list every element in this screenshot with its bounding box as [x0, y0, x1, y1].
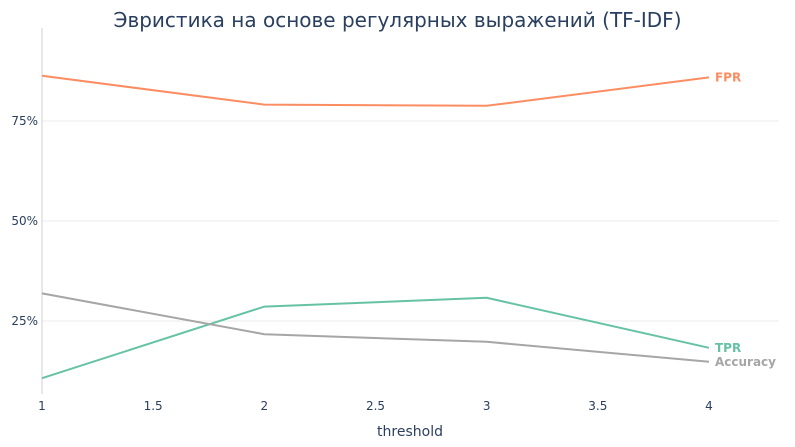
- y-tick-label: 25%: [11, 314, 38, 328]
- series-label-fpr: FPR: [715, 70, 741, 84]
- y-axis-ticks: 25% 50% 75%: [11, 114, 38, 328]
- gridlines: [42, 120, 779, 322]
- chart-title: Эвристика на основе регулярных выражений…: [113, 8, 682, 32]
- x-tick-label: 3: [483, 399, 491, 413]
- series-line-accuracy: [41, 292, 710, 363]
- x-tick-label: 2: [261, 399, 269, 413]
- x-tick-label: 3.5: [588, 399, 607, 413]
- series-lines: [41, 74, 710, 380]
- series-label-accuracy: Accuracy: [715, 355, 776, 369]
- y-tick-label: 75%: [11, 114, 38, 128]
- x-axis-title: threshold: [377, 424, 443, 440]
- x-tick-label: 1: [38, 399, 46, 413]
- x-axis-ticks: 1 1.5 2 2.5 3 3.5 4: [38, 399, 713, 413]
- series-line-tpr: [41, 296, 710, 380]
- series-label-tpr: TPR: [715, 341, 741, 355]
- x-tick-label: 1.5: [144, 399, 163, 413]
- x-tick-label: 4: [705, 399, 713, 413]
- x-tick-label: 2.5: [366, 399, 385, 413]
- y-tick-label: 50%: [11, 214, 38, 228]
- series-line-fpr: [41, 74, 710, 107]
